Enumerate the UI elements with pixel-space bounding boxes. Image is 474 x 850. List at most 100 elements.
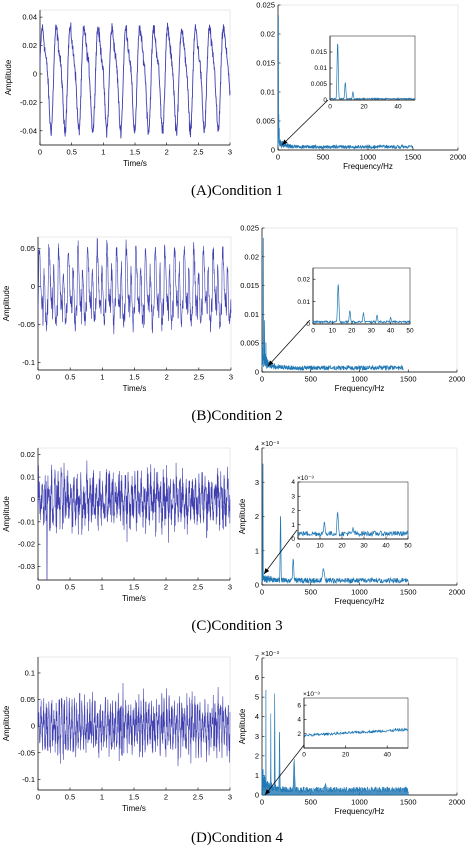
y-tick-label: 0 [306, 321, 310, 328]
x-tick-label: 0 [260, 798, 264, 807]
y-tick-label: -0.02 [18, 540, 35, 549]
inset-multiplier-label: ×10⁻³ [303, 691, 320, 698]
y-tick-label: 7 [255, 654, 259, 663]
x-tick-label: 10 [329, 328, 337, 335]
x-tick-label: 30 [360, 543, 368, 550]
x-axis-label: Frequency/Hz [343, 162, 393, 171]
x-tick-label: 500 [304, 588, 317, 597]
y-tick-label: 0.015 [240, 281, 259, 290]
y-tick-label: -0.04 [20, 126, 37, 135]
y-tick-label: -0.02 [20, 98, 37, 107]
inset-spectrum-line-3 [312, 284, 411, 325]
y-tick-label: 0.02 [297, 276, 310, 283]
x-tick-label: 500 [304, 375, 317, 384]
y-tick-label: 0.025 [240, 224, 259, 233]
x-tick-label: 1 [100, 793, 104, 802]
y-tick-label: 4 [255, 444, 259, 453]
x-tick-label: 0 [260, 375, 264, 384]
x-tick-label: 50 [404, 543, 412, 550]
y-tick-label: 0.01 [20, 473, 35, 482]
y-tick-label: 2 [255, 751, 259, 760]
zoom-arrow-line-1 [281, 99, 329, 146]
spectrum-area-7 [261, 689, 409, 796]
y-multiplier-label: ×10⁻³ [261, 651, 280, 658]
inset-spectrum-line-1 [329, 43, 416, 101]
zoom-arrow-head-7 [265, 789, 271, 795]
x-tick-label: 1500 [405, 153, 422, 162]
y-axis-label: Amplitude [238, 708, 247, 744]
x-tick-label: 50 [406, 328, 414, 335]
y-tick-label: 0.02 [260, 30, 275, 39]
x-tick-label: 20 [338, 543, 346, 550]
y-tick-label: 0.02 [22, 41, 37, 50]
y-tick-label: 0.1 [25, 668, 35, 677]
y-axis-label: Amplitude [4, 59, 13, 95]
x-tick-label: 0.5 [66, 148, 76, 157]
x-tick-label: 0 [260, 588, 264, 597]
x-axis-label: Time/s [122, 804, 146, 813]
y-tick-label: 0 [323, 97, 327, 104]
x-tick-label: 2.5 [193, 583, 203, 592]
y-tick-label: 0 [31, 722, 35, 731]
x-tick-label: 0.5 [65, 793, 75, 802]
y-tick-label: 0 [255, 791, 259, 800]
y-tick-label: -0.1 [22, 358, 35, 367]
y-tick-label: 5 [255, 693, 259, 702]
x-tick-label: 0 [276, 153, 280, 162]
y-tick-label: 0.05 [20, 244, 35, 253]
y-tick-label: -0.03 [18, 562, 35, 571]
x-axis-label: Frequency/Hz [335, 597, 385, 606]
x-tick-label: 500 [317, 153, 330, 162]
y-tick-label: 3 [255, 478, 259, 487]
y-tick-label: 0 [291, 536, 295, 543]
y-tick-label: 1 [291, 522, 295, 529]
x-tick-label: 0 [296, 543, 300, 550]
x-tick-label: 3 [228, 148, 232, 157]
x-tick-label: 1.5 [129, 373, 139, 382]
x-tick-label: 20 [360, 104, 368, 111]
x-tick-label: 2000 [449, 375, 466, 384]
y-tick-label: 1 [255, 771, 259, 780]
x-tick-label: 0 [311, 328, 315, 335]
x-tick-label: 2000 [449, 798, 466, 807]
x-tick-label: 1500 [400, 588, 417, 597]
x-tick-label: 2 [165, 373, 169, 382]
x-tick-label: 1.5 [130, 148, 140, 157]
y-tick-label: 0 [271, 146, 275, 155]
x-tick-label: 3 [229, 373, 233, 382]
x-tick-label: 0 [36, 793, 40, 802]
caption-b: (B)Condition 2 [191, 408, 283, 424]
x-tick-label: 2.5 [193, 148, 203, 157]
y-tick-label: 0 [31, 282, 35, 291]
y-axis-label: Amplitude [2, 496, 11, 532]
y-tick-label: 2 [297, 731, 301, 738]
x-tick-label: 0.5 [65, 373, 75, 382]
x-tick-label: 0 [36, 373, 40, 382]
y-tick-label: 0 [33, 69, 37, 78]
x-axis-label: Time/s [122, 594, 146, 603]
x-axis-label: Time/s [123, 384, 147, 393]
inset-background-5 [298, 482, 408, 539]
x-tick-label: 40 [382, 543, 390, 550]
inset-background-3 [313, 268, 410, 324]
x-axis-label: Frequency/Hz [335, 807, 385, 816]
y-tick-label: -0.05 [18, 748, 35, 757]
inset-multiplier-label: ×10⁻³ [297, 475, 314, 482]
y-axis-label: Amplitude [2, 705, 11, 741]
x-tick-label: 40 [384, 752, 392, 759]
y-tick-label: -0.01 [18, 517, 35, 526]
y-tick-label: 4 [297, 717, 301, 724]
y-tick-label: 0.01 [244, 310, 259, 319]
zoom-arrow-head-1 [282, 139, 288, 145]
y-tick-label: 0.015 [256, 59, 275, 68]
y-tick-label: 3 [291, 493, 295, 500]
y-tick-label: 2 [291, 508, 295, 515]
time-series-line-2 [37, 237, 232, 335]
x-tick-label: 1500 [400, 798, 417, 807]
x-tick-label: 500 [304, 798, 317, 807]
y-tick-label: 0.005 [240, 339, 259, 348]
x-tick-label: 40 [394, 104, 402, 111]
x-tick-label: 1000 [351, 375, 368, 384]
zoom-arrow-head-5 [264, 568, 270, 574]
y-axis-label: Amplitude [238, 498, 247, 534]
